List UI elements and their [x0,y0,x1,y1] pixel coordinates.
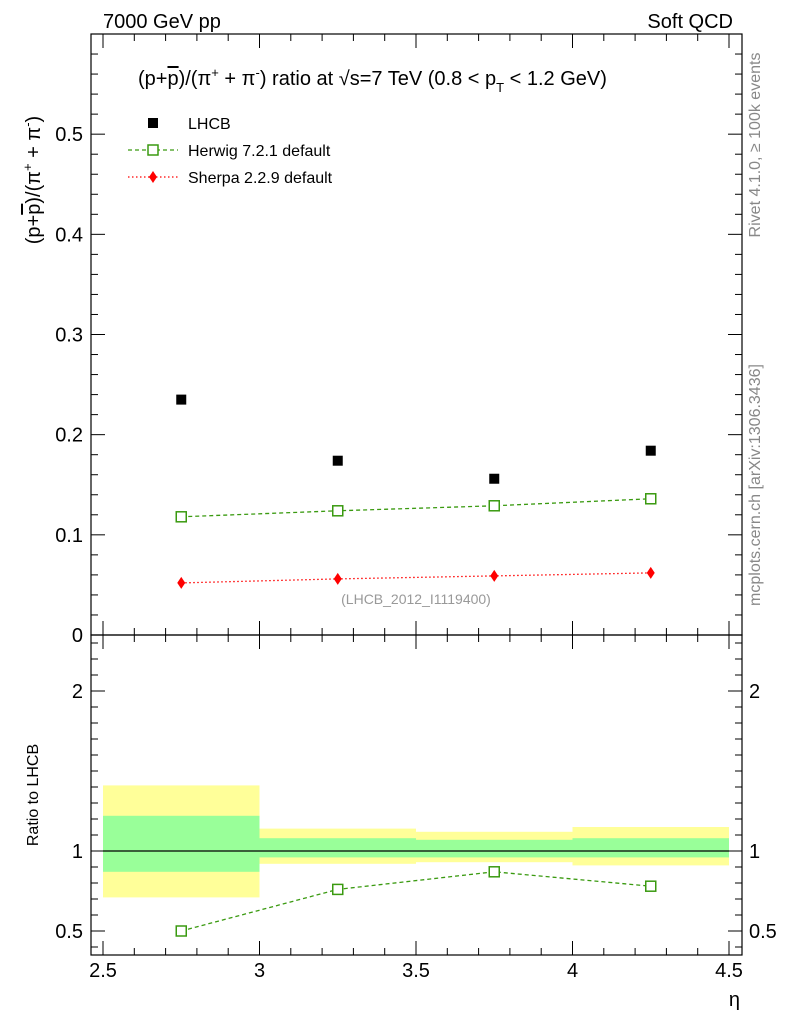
sherpa-point [333,572,342,585]
legend: LHCB Herwig 7.2.1 default Sherpa 2.2.9 d… [128,116,333,187]
ratio-herwig-point [175,925,187,937]
x-tick-label: 2.5 [89,960,117,982]
x-axis-label: η [729,989,740,1011]
herwig-point [332,505,344,517]
uncertainty-band-inner [259,838,416,858]
chart-title: (p+p)/(π+ + π-) ratio at √s=7 TeV (0.8 <… [138,65,607,95]
ratio-bands [103,785,729,898]
ratio-ytick-label: 1 [72,841,83,863]
ratio-ylabel: Ratio to LHCB [25,744,42,846]
main-ytick-label: 0.5 [55,124,83,146]
data-layer [175,394,657,937]
lhcb-point [489,473,500,484]
main-ytick-label: 0.1 [55,525,83,547]
legend-marker-sherpa [149,171,157,183]
lhcb-point [176,394,187,405]
lhcb-point [645,445,656,456]
x-tick-label: 3 [254,960,265,982]
uncertainty-band-inner [103,815,260,872]
ratio-herwig-point [645,880,657,892]
legend-label-sherpa: Sherpa 2.2.9 default [188,170,333,187]
herwig-point [175,511,187,523]
herwig-point [488,500,500,512]
sherpa-point [646,566,655,579]
header-left: 7000 GeV pp [103,11,221,33]
ratio-herwig-point [488,866,500,878]
ratio-ytick-label: 2 [72,681,83,703]
x-tick-label: 4 [567,960,578,982]
legend-marker-herwig [147,144,159,156]
uncertainty-band-inner [416,839,573,858]
ratio-herwig-line [181,871,651,932]
legend-label-lhcb: LHCB [188,116,231,133]
x-tick-label: 3.5 [402,960,430,982]
sherpa-point [177,576,186,589]
ratio-ytick-label: 0.5 [55,921,83,943]
main-ylabel: (p+p)/(π+ + π-) [20,116,45,244]
uncertainty-band-inner [572,838,729,858]
main-ytick-label: 0 [72,625,83,647]
legend-label-herwig: Herwig 7.2.1 default [188,143,331,160]
sherpa-point [490,569,499,582]
ratio-panel [90,634,743,956]
main-ytick-label: 0.3 [55,325,83,347]
rivet-label: Rivet 4.1.0, ≥ 100k events [747,53,764,238]
ratio-ytick-label-right: 2 [749,681,760,703]
main-ytick-label: 0.4 [55,224,83,246]
ratio-ytick-label-right: 1 [749,841,760,863]
mcplots-label: mcplots.cern.ch [arXiv:1306.3436] [747,364,764,606]
x-tick-label: 4.5 [715,960,743,982]
legend-marker-lhcb [148,118,158,128]
ratio-herwig-point [332,883,344,896]
analysis-watermark: (LHCB_2012_I1119400) [341,591,491,607]
sherpa-line [181,572,651,584]
main-ytick-label: 0.2 [55,425,83,447]
herwig-point [645,493,657,505]
header-right: Soft QCD [647,11,733,33]
ratio-ytick-label-right: 0.5 [749,921,777,943]
lhcb-point [332,455,343,466]
axes-layer: 0 0.1 0.2 0.3 0.4 0.5 2.5 3 3.5 4 4.5 0.5 0.5 1 1 2 2 [55,34,777,982]
herwig-line [181,498,651,518]
